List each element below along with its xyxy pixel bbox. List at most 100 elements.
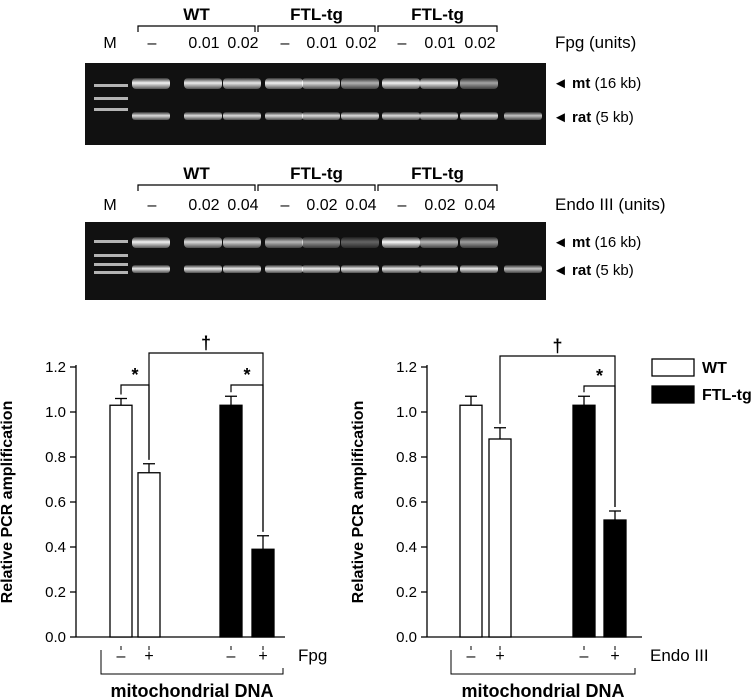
significance-mark: * (243, 365, 250, 385)
y-tick-label: 0.4 (396, 539, 417, 556)
gel-group-bracket (257, 184, 376, 191)
rat-band (460, 112, 498, 120)
gel-treatment-label: Endo III (units) (555, 195, 666, 214)
marker-band (94, 254, 128, 257)
significance-mark: † (201, 333, 211, 353)
y-tick-label: 0.2 (396, 584, 417, 601)
bar (572, 404, 596, 638)
mt-band (223, 237, 261, 248)
gel-lane-label: 0.01 (424, 35, 455, 52)
rat-band (265, 112, 303, 120)
gel-group-label: FTL-tg (411, 5, 464, 24)
rat-band (420, 265, 458, 273)
y-tick-label: 0.0 (396, 629, 417, 646)
bar (251, 548, 275, 638)
x-category-label: – (227, 648, 236, 665)
x-category-label: + (258, 648, 267, 665)
gel-lane-label: 0.02 (188, 197, 219, 214)
mt-band (132, 237, 170, 248)
band-size: (5 kb) (591, 262, 634, 279)
gel-lane-label: 0.02 (345, 35, 376, 52)
bar (488, 438, 512, 638)
legend-swatch (651, 385, 695, 404)
mt-band (420, 78, 458, 89)
y-tick-label: 0.8 (396, 449, 417, 466)
rat-band (223, 265, 261, 273)
significance-bracket (230, 384, 264, 532)
rat-band (302, 112, 340, 120)
marker-band (94, 263, 128, 266)
legend-swatch (651, 358, 695, 377)
mt-band (302, 78, 340, 89)
mt-band (184, 78, 222, 89)
x-axis-label: mitochondrial DNA (110, 681, 273, 699)
x-category-label: + (610, 648, 619, 665)
mt-band (265, 78, 303, 89)
gel-lane-label: – (398, 197, 407, 214)
gel-lane-label: 0.01 (306, 35, 337, 52)
gel-lane-label: 0.01 (188, 35, 219, 52)
gel-fpg: WT FTL-tg FTL-tgM –0.01 0.02–0.01 0.02–0.01 0.… (85, 5, 641, 145)
mt-band (132, 78, 170, 89)
gel-lane-label: 0.04 (464, 197, 495, 214)
marker-band (94, 240, 128, 243)
significance-bracket (583, 385, 616, 507)
bar (109, 404, 133, 638)
y-tick-label: 0.6 (45, 494, 66, 511)
gel-group-bracket (257, 25, 376, 32)
mt-band (460, 237, 498, 248)
x-axis-label: mitochondrial DNA (461, 681, 624, 699)
gel-lane-label: – (148, 35, 157, 52)
gel-group-label: FTL-tg (411, 164, 464, 183)
treatment-label: Endo III (650, 646, 709, 665)
mt-band (341, 78, 379, 89)
rat-band (184, 112, 222, 120)
mt-band (223, 78, 261, 89)
y-tick-label: 1.0 (45, 404, 66, 421)
band-name: ◄ rat (553, 262, 591, 279)
gel-group-label: WT (183, 5, 210, 24)
rat-band (504, 265, 542, 273)
bar (137, 472, 161, 638)
rat-band (184, 265, 222, 273)
gel-group-bracket (377, 25, 498, 32)
bar (219, 404, 243, 638)
x-bracket (100, 668, 284, 675)
bar (603, 519, 627, 638)
rat-band (420, 112, 458, 120)
rat-band (341, 112, 379, 120)
x-category-label: – (580, 648, 589, 665)
y-tick-label: 0.4 (45, 539, 66, 556)
marker-band (94, 271, 128, 274)
rat-band (132, 112, 170, 120)
gel-lane-label: – (281, 35, 290, 52)
rat-band (265, 265, 303, 273)
gel-marker-label: M (103, 35, 116, 52)
marker-band (94, 97, 128, 100)
y-axis-label: Relative PCR amplification (0, 401, 16, 604)
legend-label: FTL-tg (702, 387, 752, 404)
gel-image (85, 222, 546, 300)
band-name: ◄ rat (553, 109, 591, 126)
band-top-label: ◄ mt (16 kb) (553, 234, 641, 251)
band-size: (16 kb) (590, 75, 641, 92)
mt-band (184, 237, 222, 248)
rat-band (302, 265, 340, 273)
gel-lane-label: 0.04 (227, 197, 258, 214)
mt-band (382, 78, 420, 89)
y-tick-label: 0.2 (45, 584, 66, 601)
band-size: (16 kb) (590, 234, 641, 251)
significance-mark: † (552, 336, 562, 356)
gel-lane-label: 0.02 (464, 35, 495, 52)
gel-lane-label: 0.02 (306, 197, 337, 214)
y-tick-label: 1.2 (396, 359, 417, 376)
gel-lane-label: – (398, 35, 407, 52)
mt-band (265, 237, 303, 248)
marker-band (94, 84, 128, 87)
x-category-label: + (144, 648, 153, 665)
significance-mark: * (596, 366, 603, 386)
x-category-label: + (495, 648, 504, 665)
x-bracket (450, 668, 636, 675)
x-category-label: – (467, 648, 476, 665)
